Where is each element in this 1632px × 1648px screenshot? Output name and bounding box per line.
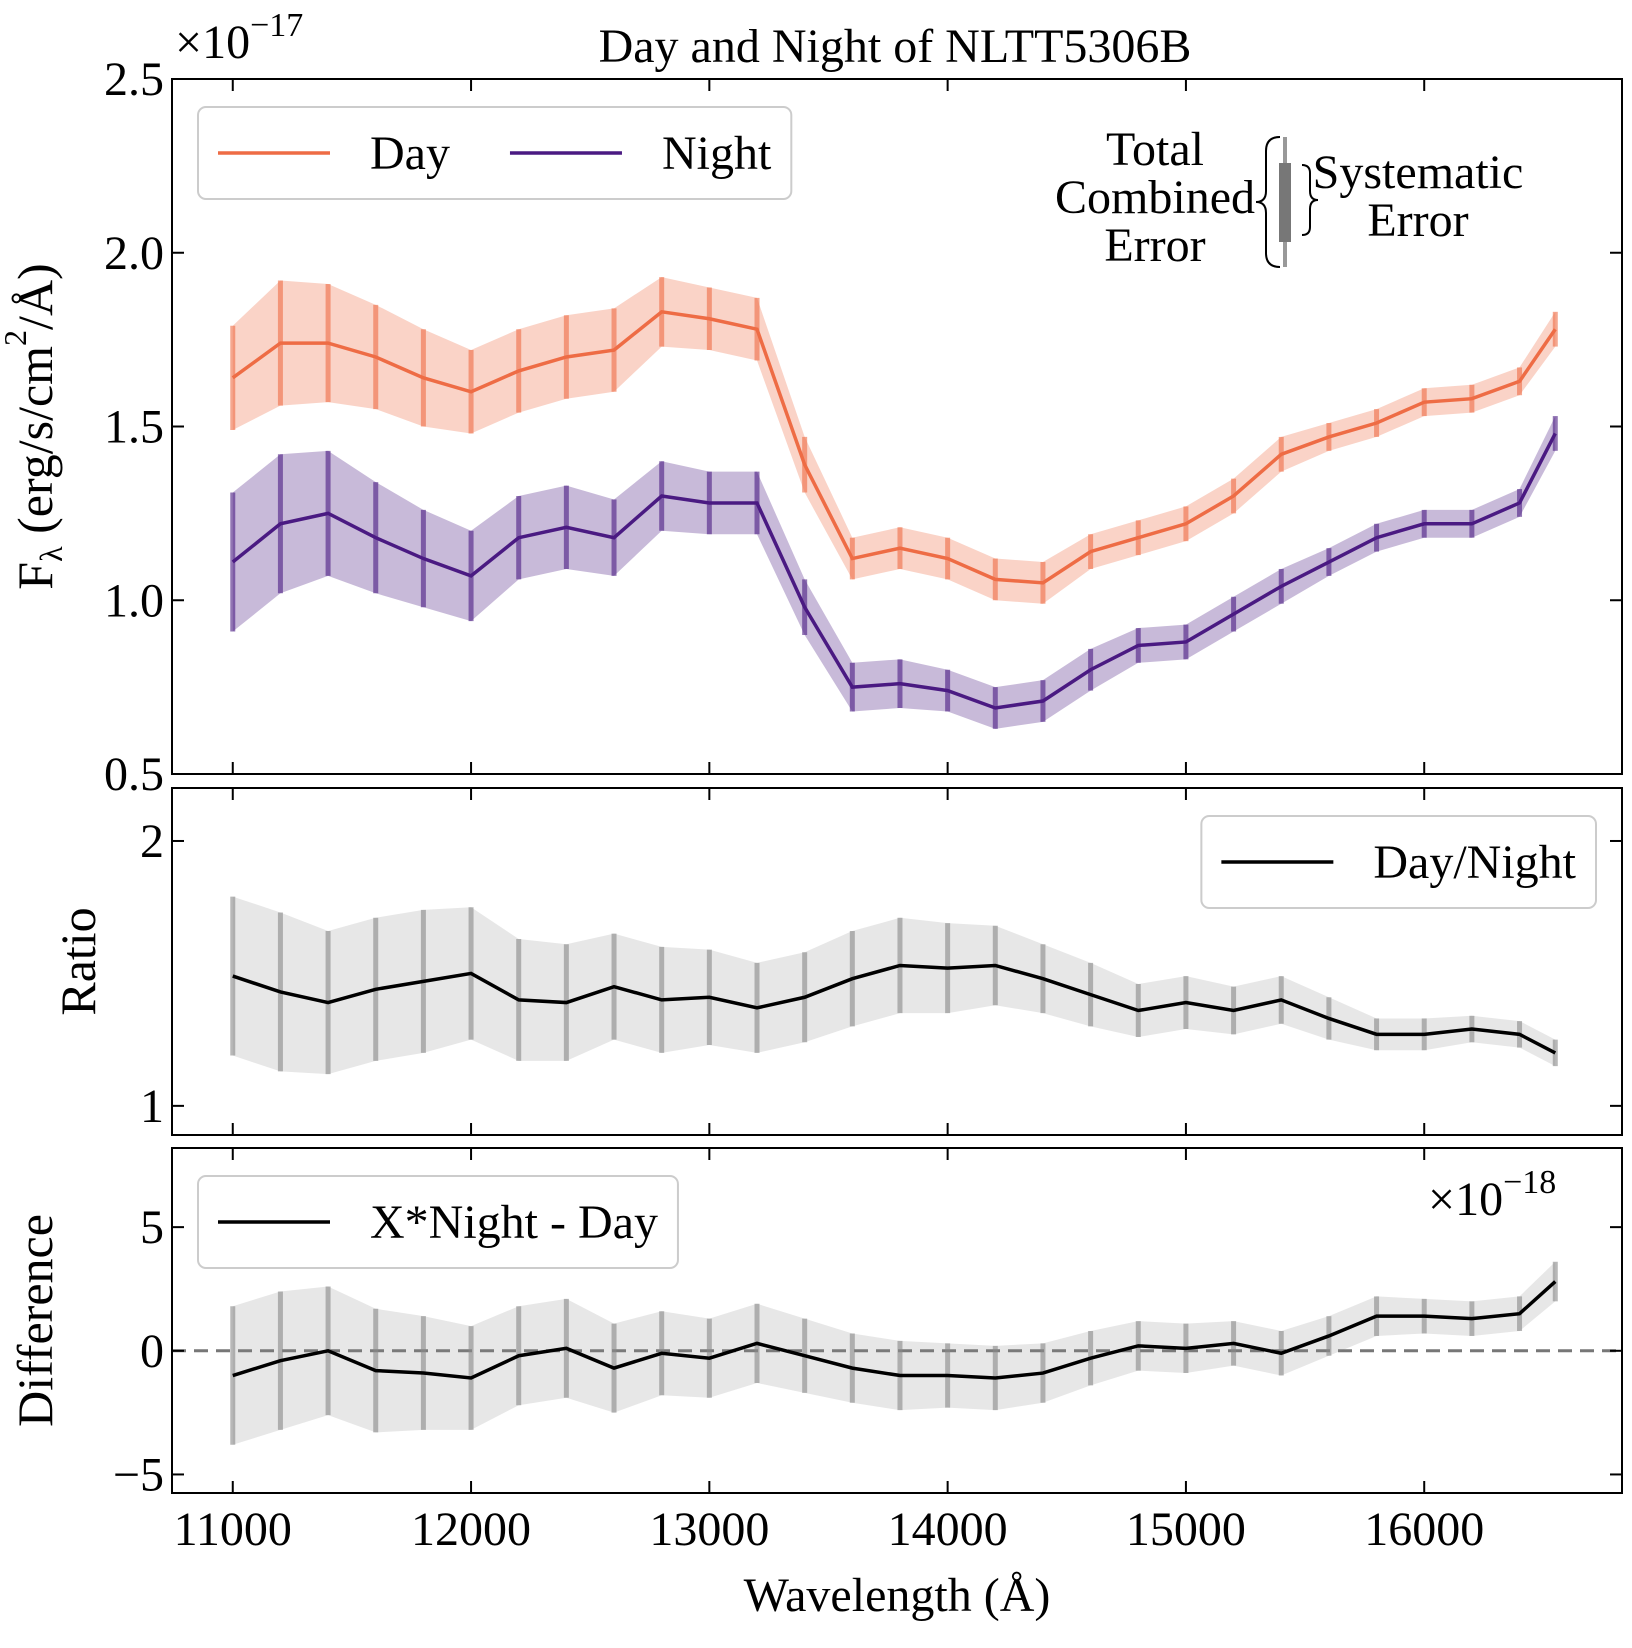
y-label-part: F [7,562,63,590]
offset-text: ×10−17 [175,7,303,69]
error-band [232,896,1556,1075]
offset-exponent: −17 [250,7,303,44]
legend-box [197,106,793,200]
error-band [232,1261,1556,1445]
y-tick-label: 0 [140,1325,164,1378]
legend-label: Night [662,127,772,180]
offset-text: ×10−18 [1428,1164,1556,1226]
x-tick-label: 15000 [1126,1503,1246,1556]
y-label-part: (erg/s/cm [7,346,63,547]
axes-frame [171,1147,1623,1494]
offset-base: ×10 [175,16,250,69]
legend-box [197,1175,679,1269]
x-tick-label: 13000 [649,1503,769,1556]
legend-label: Day/Night [1373,836,1576,889]
y-label-part: Difference [7,1214,63,1427]
x-tick-label: 12000 [411,1503,531,1556]
panel [230,277,1558,729]
legend-label: X*Night - Day [370,1196,658,1249]
series-line [232,963,1557,1055]
chart-title: Day and Night of NLTT5306B [599,20,1192,73]
annotation-brace [1255,136,1281,268]
plot-area [230,896,1558,1075]
offset-exponent: −18 [1503,1164,1556,1201]
y-tick-label: 1.0 [104,574,164,627]
legend: Day/Night [1200,815,1597,909]
y-tick-label: 1.5 [104,401,164,454]
annotation-text: Total [1106,123,1204,176]
y-label-part: /Å) [7,263,63,330]
plot-area [230,277,1558,729]
annotation-brace [1301,164,1319,236]
series-line [231,432,1557,710]
x-tick-label: 14000 [888,1503,1008,1556]
legend: Day Night [197,106,793,200]
axes-frame [171,787,1623,1136]
y-label-part: 2 [0,330,33,346]
y-label-part: Ratio [50,907,106,1015]
x-tick-label: 16000 [1364,1503,1484,1556]
y-axis-label: Fλ (erg/s/cm2/Å) [0,263,69,589]
annotation-text: Error [1367,194,1468,247]
legend-box [1200,815,1597,909]
series-line [232,1280,1557,1380]
x-tick-label: 11000 [174,1503,292,1556]
y-tick-label: 2 [140,815,164,868]
x-axis-label: Wavelength (Å) [744,1569,1051,1622]
y-axis-label: Difference [7,1214,63,1427]
offset-base: ×10 [1428,1173,1503,1226]
y-tick-label: 5 [140,1201,164,1254]
annotation-text: Error [1104,219,1205,272]
y-label-part: λ [33,546,69,562]
y-tick-label: 2.5 [104,53,164,106]
y-tick-label: 0.5 [104,748,164,801]
y-axis-label: Ratio [50,907,106,1015]
panel [172,1261,1622,1445]
legend: X*Night - Day [197,1175,679,1269]
series-line [231,309,1557,585]
panel [230,896,1558,1075]
error-band [232,416,1556,729]
y-tick-label: 1 [140,1080,164,1133]
plot-area [172,1261,1622,1445]
y-tick-label: −5 [113,1448,164,1501]
y-tick-label: 2.0 [104,227,164,280]
annotation-text: Combined [1055,171,1255,224]
annotation-text: Systematic [1313,146,1524,199]
legend-label: Day [370,127,450,180]
